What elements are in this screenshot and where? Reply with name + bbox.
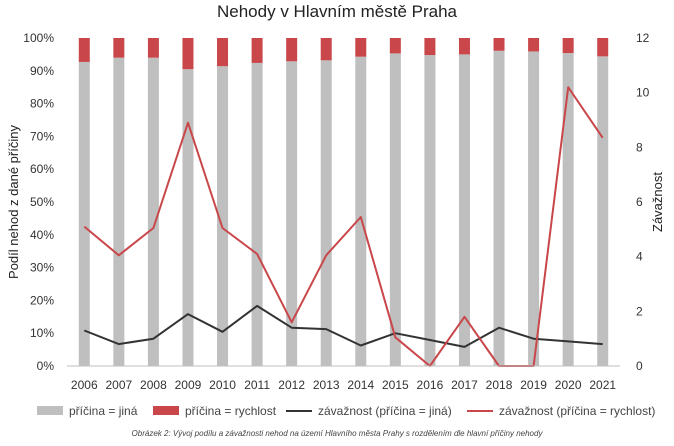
bar-rychlost	[78, 38, 90, 62]
figure-caption: Obrázek 2: Vývoj podílu a závažnosti neh…	[132, 429, 544, 438]
x-tick-label: 2014	[347, 378, 374, 392]
legend-swatch	[37, 406, 63, 415]
y-right-tick-label: 10	[636, 86, 650, 100]
y-left-tick-label: 60%	[30, 162, 54, 176]
right-axis-ticks: 0 2 4 6 8 10 12	[636, 31, 650, 373]
bar-jina	[389, 53, 401, 366]
x-tick-label: 2017	[451, 378, 478, 392]
y-left-tick-label: 50%	[30, 195, 54, 209]
y-left-tick-label: 80%	[30, 97, 54, 111]
bar-rychlost	[320, 38, 332, 61]
bar-jina	[147, 57, 159, 367]
bar-jina	[528, 51, 540, 366]
y-left-tick-label: 70%	[30, 129, 54, 143]
bar-rychlost	[389, 38, 401, 54]
y-right-tick-label: 8	[636, 140, 643, 154]
bar-jina	[320, 60, 332, 366]
y-left-tick-label: 40%	[30, 228, 54, 242]
bar-jina	[251, 62, 263, 366]
bar-jina	[562, 53, 574, 366]
y-right-tick-label: 12	[636, 31, 650, 45]
bar-jina	[493, 50, 505, 367]
bar-rychlost	[113, 38, 125, 58]
y-axis-right-label: Závažnost	[650, 172, 665, 232]
bar-jina	[597, 56, 609, 366]
bar-rychlost	[458, 38, 470, 55]
bars	[78, 38, 609, 367]
legend-label: závažnost (příčina = rychlost)	[499, 404, 655, 418]
y-left-tick-label: 100%	[23, 31, 54, 45]
bar-jina	[217, 66, 229, 366]
x-tick-label: 2008	[140, 378, 167, 392]
y-left-tick-label: 10%	[30, 326, 54, 340]
y-right-tick-label: 0	[636, 359, 643, 373]
line-zavaznost-jina	[83, 304, 603, 348]
x-tick-label: 2009	[175, 378, 202, 392]
x-tick-label: 2018	[486, 378, 513, 392]
x-tick-label: 2012	[278, 378, 305, 392]
bar-rychlost	[528, 38, 540, 52]
bar-jina	[113, 57, 125, 367]
x-tick-label: 2016	[417, 378, 444, 392]
bar-jina	[355, 56, 367, 367]
y-left-tick-label: 20%	[30, 293, 54, 307]
left-axis-ticks: 0% 10% 20% 30% 40% 50% 60% 70% 80% 90% 100%	[23, 31, 54, 373]
bar-rychlost	[355, 38, 367, 57]
x-tick-label: 2010	[209, 378, 236, 392]
bar-jina	[424, 55, 436, 366]
y-left-tick-label: 30%	[30, 261, 54, 275]
y-left-tick-label: 0%	[37, 359, 55, 373]
y-right-tick-label: 2	[636, 304, 643, 318]
bar-rychlost	[286, 38, 298, 62]
chart-title: Nehody v Hlavním městě Praha	[217, 2, 458, 21]
bar-rychlost	[562, 38, 574, 54]
x-tick-label: 2021	[589, 378, 616, 392]
x-tick-label: 2019	[520, 378, 547, 392]
x-tick-label: 2020	[555, 378, 582, 392]
bar-rychlost	[182, 38, 194, 70]
bar-jina	[286, 61, 298, 367]
legend: příčina = jiná příčina = rychlost závažnos…	[37, 404, 655, 418]
y-right-tick-label: 6	[636, 195, 643, 209]
bar-rychlost	[493, 38, 505, 51]
x-tick-label: 2006	[71, 378, 98, 392]
line-zavaznost-rychlost	[83, 86, 604, 367]
y-axis-left-label: Podíl nehod z dané příčiny	[6, 125, 21, 279]
bar-rychlost	[597, 38, 609, 57]
bar-rychlost	[147, 38, 159, 58]
x-tick-label: 2011	[244, 378, 270, 392]
bar-jina	[78, 61, 90, 366]
y-right-tick-label: 4	[636, 250, 643, 264]
y-left-tick-label: 90%	[30, 64, 54, 78]
x-tick-label: 2015	[382, 378, 409, 392]
bar-jina	[182, 69, 194, 366]
bar-rychlost	[217, 38, 229, 67]
x-tick-label: 2007	[105, 378, 132, 392]
x-axis-ticks: 2006 2007 2008 2009 2010 2011 2012 2013 2014 2015…	[71, 378, 616, 392]
legend-label: příčina = rychlost	[185, 404, 277, 418]
bar-rychlost	[424, 38, 436, 56]
lines	[83, 86, 604, 367]
legend-label: závažnost (příčina = jiná)	[318, 404, 452, 418]
legend-label: příčina = jiná	[69, 404, 138, 418]
bar-rychlost	[251, 38, 263, 63]
legend-swatch	[153, 406, 179, 415]
x-tick-label: 2013	[313, 378, 340, 392]
bar-jina	[458, 54, 470, 367]
